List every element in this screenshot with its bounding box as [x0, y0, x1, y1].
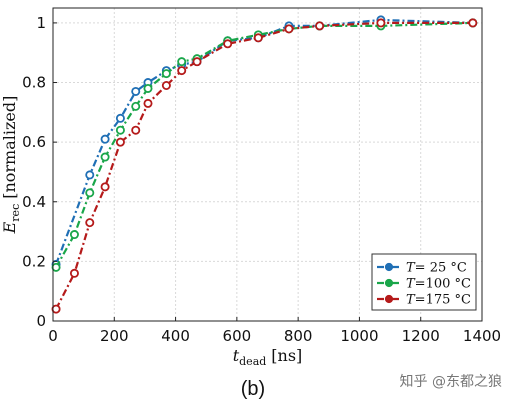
data-point: [315, 21, 325, 31]
data-point: [131, 86, 141, 96]
y-axis-label: Erec[normalized]: [0, 96, 22, 235]
data-point: [100, 182, 110, 192]
y-tick-label: 0.8: [22, 74, 46, 92]
x-tick-label: 200: [100, 327, 129, 345]
y-tick-label: 0.6: [22, 133, 46, 151]
data-point: [85, 188, 95, 198]
data-point: [177, 57, 187, 67]
data-point: [69, 268, 79, 278]
data-point: [100, 134, 110, 144]
x-tick-label: 800: [284, 327, 313, 345]
data-point: [223, 39, 233, 49]
data-point: [143, 83, 153, 93]
data-point: [51, 262, 61, 272]
x-axis-ticks: 0 200 400 600 800 1000 1200 1400: [48, 317, 501, 345]
series-2: [51, 18, 478, 272]
data-point: [192, 57, 202, 67]
series-layer: [51, 15, 478, 314]
x-tick-label: 0: [48, 327, 58, 345]
watermark: 知乎 @东都之狼: [400, 373, 502, 390]
figure-caption: (b): [241, 378, 265, 400]
data-point: [161, 69, 171, 79]
x-tick-label: 1400: [463, 327, 501, 345]
series-3: [51, 18, 478, 314]
legend-label: T= 25 °C: [406, 261, 467, 276]
data-point: [376, 18, 386, 28]
data-point: [131, 125, 141, 135]
data-point: [51, 304, 61, 314]
data-point: [115, 125, 125, 135]
y-tick-label: 1: [36, 14, 46, 32]
series-line: [55, 21, 473, 268]
legend: T= 25 °CT=100 °CT=175 °C: [371, 253, 477, 311]
x-tick-label: 600: [223, 327, 252, 345]
legend-label: T=175 °C: [406, 293, 471, 308]
data-point: [284, 24, 294, 34]
x-tick-label: 1000: [340, 327, 378, 345]
series-line: [55, 21, 473, 310]
data-point: [69, 230, 79, 240]
y-tick-label: 0: [36, 312, 46, 330]
y-tick-label: 0.2: [22, 252, 46, 270]
plot-frame: [52, 7, 483, 322]
data-point: [115, 137, 125, 147]
data-point: [253, 33, 263, 43]
y-axis-ticks: 0 0.2 0.4 0.6 0.8 1: [22, 14, 57, 330]
x-axis-label: tdead [ns]: [233, 346, 303, 368]
data-point: [100, 152, 110, 162]
x-tick-label: 1200: [402, 327, 440, 345]
legend-swatch-marker: [384, 294, 394, 304]
data-point: [85, 218, 95, 228]
legend-label: T=100 °C: [406, 277, 471, 292]
data-point: [131, 101, 141, 111]
legend-swatch-marker: [384, 262, 394, 272]
data-point: [115, 113, 125, 123]
data-point: [468, 18, 478, 28]
x-tick-label: 400: [161, 327, 190, 345]
data-point: [177, 66, 187, 76]
y-tick-label: 0.4: [22, 193, 46, 211]
data-point: [85, 170, 95, 180]
data-point: [143, 98, 153, 108]
legend-swatch-marker: [384, 278, 394, 288]
data-point: [161, 81, 171, 91]
